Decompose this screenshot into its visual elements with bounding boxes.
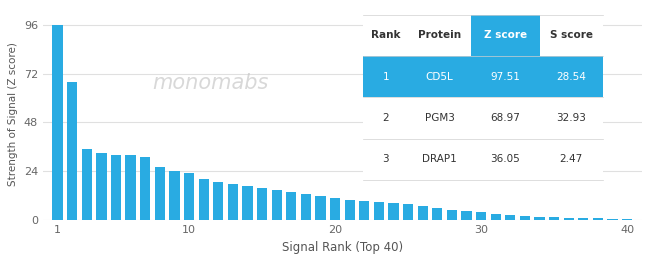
Bar xyxy=(388,203,398,220)
FancyBboxPatch shape xyxy=(363,97,408,139)
Bar xyxy=(155,167,165,220)
Text: 2: 2 xyxy=(382,113,389,123)
Bar xyxy=(534,217,545,220)
Bar xyxy=(374,202,384,220)
Bar xyxy=(286,192,296,220)
Bar xyxy=(549,217,559,220)
Bar xyxy=(344,200,355,220)
FancyBboxPatch shape xyxy=(471,97,540,139)
Text: 2.47: 2.47 xyxy=(560,154,583,164)
Bar xyxy=(272,190,281,220)
Bar xyxy=(417,206,428,220)
Text: 28.54: 28.54 xyxy=(556,72,586,82)
Bar xyxy=(462,211,471,220)
FancyBboxPatch shape xyxy=(363,56,408,97)
FancyBboxPatch shape xyxy=(363,139,408,180)
Bar xyxy=(227,184,238,220)
Text: Rank: Rank xyxy=(371,30,400,40)
Bar xyxy=(622,219,632,220)
Text: 97.51: 97.51 xyxy=(491,72,521,82)
Bar xyxy=(67,82,77,220)
FancyBboxPatch shape xyxy=(408,15,471,56)
Bar xyxy=(82,149,92,220)
Text: monomabs: monomabs xyxy=(153,73,269,92)
Text: PGM3: PGM3 xyxy=(424,113,454,123)
Bar xyxy=(593,219,603,220)
FancyBboxPatch shape xyxy=(540,97,603,139)
Text: CD5L: CD5L xyxy=(426,72,454,82)
FancyBboxPatch shape xyxy=(363,15,408,56)
FancyBboxPatch shape xyxy=(408,97,471,139)
Bar xyxy=(169,171,179,220)
Bar xyxy=(53,25,62,220)
Text: Z score: Z score xyxy=(484,30,527,40)
FancyBboxPatch shape xyxy=(363,15,603,180)
Bar xyxy=(491,214,500,220)
Bar xyxy=(257,188,267,220)
Bar xyxy=(184,173,194,220)
X-axis label: Signal Rank (Top 40): Signal Rank (Top 40) xyxy=(281,241,403,254)
Bar xyxy=(403,204,413,220)
FancyBboxPatch shape xyxy=(471,56,540,97)
Text: S score: S score xyxy=(550,30,593,40)
Bar xyxy=(125,155,136,220)
Bar xyxy=(607,219,618,220)
Bar xyxy=(242,185,253,220)
Bar xyxy=(520,216,530,220)
FancyBboxPatch shape xyxy=(471,15,540,56)
FancyBboxPatch shape xyxy=(540,139,603,180)
Bar xyxy=(330,198,340,220)
Bar xyxy=(111,155,121,220)
Bar xyxy=(447,210,457,220)
Bar xyxy=(96,153,107,220)
Text: 3: 3 xyxy=(382,154,389,164)
Bar xyxy=(198,179,209,220)
Text: DRAP1: DRAP1 xyxy=(422,154,457,164)
Bar xyxy=(359,201,369,220)
Bar xyxy=(476,212,486,220)
Text: 36.05: 36.05 xyxy=(491,154,521,164)
Bar xyxy=(213,182,224,220)
Bar xyxy=(315,196,326,220)
Y-axis label: Strength of Signal (Z score): Strength of Signal (Z score) xyxy=(8,42,18,186)
FancyBboxPatch shape xyxy=(408,139,471,180)
Bar xyxy=(564,218,574,220)
Text: 32.93: 32.93 xyxy=(556,113,586,123)
Bar xyxy=(301,194,311,220)
Text: 68.97: 68.97 xyxy=(491,113,521,123)
Bar xyxy=(505,215,515,220)
Text: 1: 1 xyxy=(382,72,389,82)
FancyBboxPatch shape xyxy=(540,56,603,97)
Bar xyxy=(578,218,588,220)
Text: Protein: Protein xyxy=(418,30,461,40)
Bar xyxy=(432,208,443,220)
FancyBboxPatch shape xyxy=(408,56,471,97)
FancyBboxPatch shape xyxy=(540,15,603,56)
Bar xyxy=(140,157,150,220)
FancyBboxPatch shape xyxy=(471,139,540,180)
